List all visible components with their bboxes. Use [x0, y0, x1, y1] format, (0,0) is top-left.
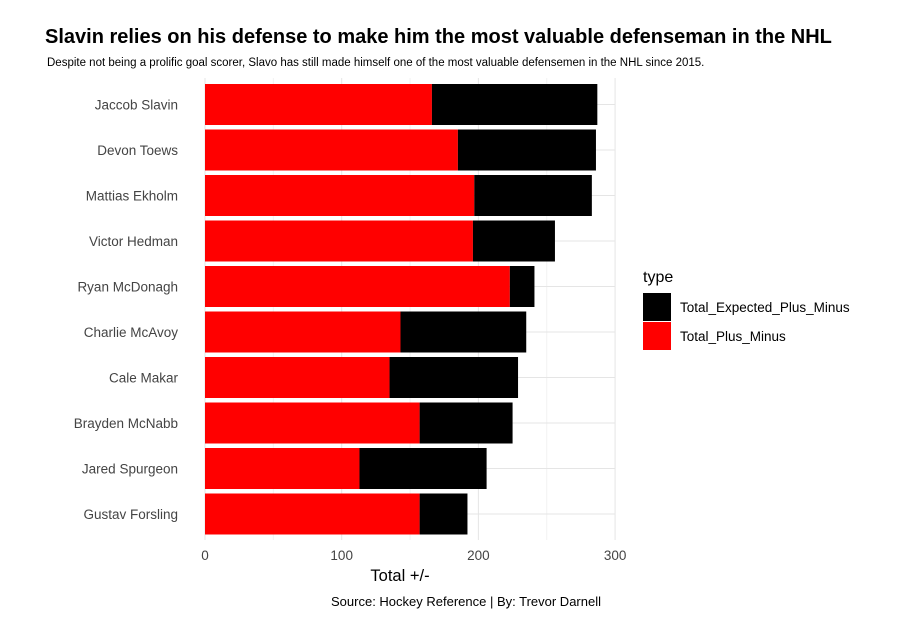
y-tick-label: Victor Hedman	[89, 234, 178, 249]
bar-total-plus-minus	[205, 448, 360, 489]
legend-title: type	[643, 269, 673, 286]
x-axis-label: Total +/-	[370, 567, 429, 585]
legend-label: Total_Plus_Minus	[680, 329, 786, 344]
chart-subtitle: Despite not being a prolific goal scorer…	[47, 57, 704, 69]
bar-total-expected-plus-minus	[419, 493, 468, 535]
bar-total-expected-plus-minus	[389, 357, 519, 398]
bar-total-expected-plus-minus	[400, 311, 527, 353]
y-tick-label: Gustav Forsling	[83, 507, 178, 522]
y-tick-label: Devon Toews	[97, 143, 178, 158]
bar-total-plus-minus	[205, 175, 475, 216]
legend: type Total_Expected_Plus_Minus Total_Plus…	[643, 269, 850, 350]
bar-total-plus-minus	[205, 402, 420, 444]
y-tick-label: Jared Spurgeon	[82, 462, 178, 477]
bar-total-plus-minus	[205, 266, 510, 307]
bar-total-expected-plus-minus	[359, 448, 487, 489]
legend-items: Total_Expected_Plus_Minus Total_Plus_Minu…	[643, 293, 850, 350]
y-tick-label: Mattias Ekholm	[86, 189, 178, 204]
bar-total-plus-minus	[205, 129, 458, 171]
bar-total-expected-plus-minus	[509, 266, 535, 307]
bar-total-plus-minus	[205, 357, 390, 398]
legend-label: Total_Expected_Plus_Minus	[680, 300, 850, 315]
bar-total-expected-plus-minus	[419, 402, 513, 444]
y-tick-label: Ryan McDonagh	[77, 280, 178, 295]
bar-total-plus-minus	[205, 84, 432, 125]
y-tick-label: Brayden McNabb	[74, 416, 178, 431]
x-tick-label: 0	[201, 548, 209, 563]
x-tick-label: 300	[604, 548, 627, 563]
y-tick-label: Charlie McAvoy	[84, 325, 179, 340]
y-tick-label: Cale Makar	[109, 371, 179, 386]
legend-swatch	[643, 293, 671, 321]
bars	[205, 84, 598, 535]
y-tick-label: Jaccob Slavin	[95, 98, 178, 113]
bar-total-plus-minus	[205, 311, 401, 353]
bar-total-expected-plus-minus	[474, 175, 592, 216]
bar-total-plus-minus	[205, 493, 420, 535]
chart-caption: Source: Hockey Reference | By: Trevor Da…	[331, 594, 601, 609]
bar-total-plus-minus	[205, 220, 473, 262]
x-tick-label: 100	[330, 548, 353, 563]
bar-total-expected-plus-minus	[457, 129, 596, 171]
legend-swatch	[643, 322, 671, 350]
bar-total-expected-plus-minus	[431, 84, 598, 125]
chart-title: Slavin relies on his defense to make him…	[45, 26, 832, 48]
x-tick-labels: 0 100 200 300	[201, 548, 626, 563]
bar-total-expected-plus-minus	[472, 220, 555, 262]
x-tick-label: 200	[467, 548, 490, 563]
y-tick-labels: Jaccob Slavin Devon Toews Mattias Ekholm Vi…	[74, 98, 179, 523]
